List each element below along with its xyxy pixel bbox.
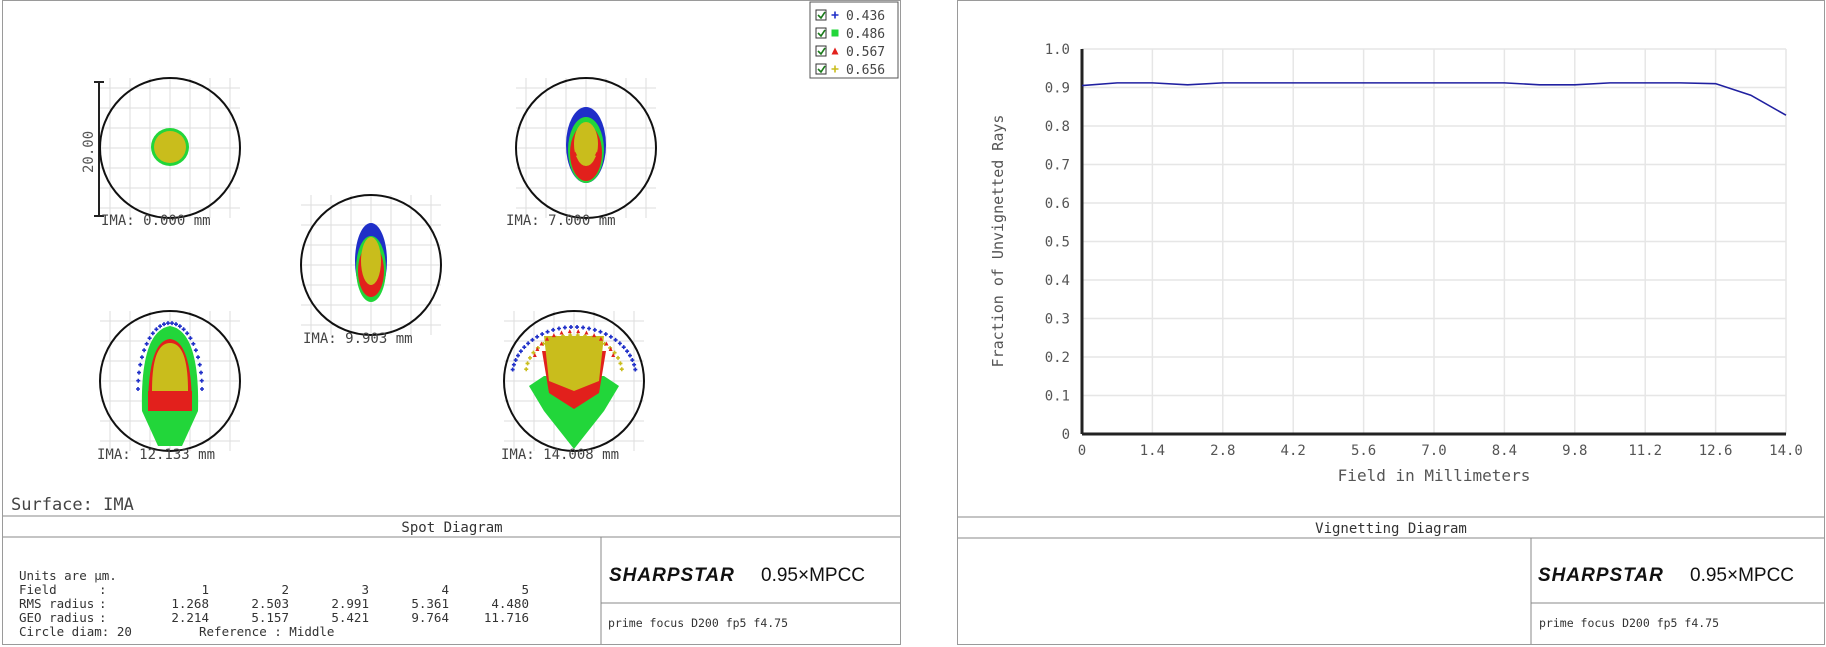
units-label: Units are µm. xyxy=(19,568,117,583)
spot-label: IMA: 7.000 mm xyxy=(506,213,616,229)
colon: : xyxy=(99,582,107,597)
legend-label: 0.436 xyxy=(846,9,885,24)
table-cell: 4 xyxy=(441,582,449,597)
table-cell: 2 xyxy=(281,582,289,597)
table-cell: 9.764 xyxy=(411,610,449,625)
spot-diagram-canvas: 0.436 0.486 0.567 0.656 20.00 IMA: 0.000 mm… xyxy=(3,1,900,644)
y-tick-label: 0.2 xyxy=(1045,350,1070,366)
check-icon xyxy=(817,47,826,56)
y-tick-label: 0.9 xyxy=(1045,81,1070,97)
colon: : xyxy=(99,610,107,625)
table-cell: 5.157 xyxy=(251,610,289,625)
table-cell: 3 xyxy=(361,582,369,597)
series-line xyxy=(1081,82,1787,116)
x-axis-label: Field in Millimeters xyxy=(1338,466,1531,485)
legend-item[interactable]: 0.567 xyxy=(815,45,885,60)
table-cell: 5.421 xyxy=(331,610,369,625)
table-cell: 2.991 xyxy=(331,596,369,611)
x-tick-label: 11.2 xyxy=(1628,443,1662,459)
surface-label: Surface: IMA xyxy=(11,495,134,515)
table-cell: 1 xyxy=(201,582,209,597)
legend-item[interactable]: 0.436 xyxy=(815,9,885,24)
x-tick-label: 14.0 xyxy=(1769,443,1803,459)
legend-checkbox[interactable] xyxy=(815,27,827,39)
table-cell: 4.480 xyxy=(491,596,529,611)
check-icon xyxy=(817,11,826,20)
design-note: prime focus D200 fp5 f4.75 xyxy=(1539,616,1719,630)
spot-5 xyxy=(503,310,645,452)
spot-diagram-panel: 0.436 0.486 0.567 0.656 20.00 IMA: 0.000 mm… xyxy=(2,0,901,645)
spot-diagram-title: Spot Diagram xyxy=(401,520,502,536)
spot-label: IMA: 0.000 mm xyxy=(101,213,211,229)
spot-label: IMA: 12.133 mm xyxy=(97,447,215,463)
x-tick-label: 0 xyxy=(1078,443,1086,459)
y-tick-label: 0.5 xyxy=(1045,235,1070,251)
table-cell: 5 xyxy=(521,582,529,597)
brand-product: 0.95×MPCC xyxy=(1690,565,1794,586)
y-tick-label: 0.1 xyxy=(1045,389,1070,405)
y-axis-label: Fraction of Unvignetted Rays xyxy=(989,115,1007,368)
y-tick-label: 1.0 xyxy=(1045,42,1070,58)
panel-gap xyxy=(903,0,955,647)
legend-label: 0.656 xyxy=(846,63,885,78)
circle-diam: Circle diam: 20 xyxy=(19,624,132,639)
chart-title: Vignetting Diagram xyxy=(1315,521,1467,537)
brand-product: 0.95×MPCC xyxy=(761,565,865,586)
y-tick-label: 0.7 xyxy=(1045,158,1070,174)
field-label: Field xyxy=(19,582,57,597)
spot-3 xyxy=(300,194,442,336)
x-tick-label: 4.2 xyxy=(1281,443,1306,459)
vignetting-chart: 0 1.4 2.8 4.2 5.6 7.0 8.4 9.8 11.2 12.6 14.0 0 0.1 0.… xyxy=(958,42,1824,644)
legend-label: 0.486 xyxy=(846,27,885,42)
colon: : xyxy=(99,596,107,611)
legend-checkbox[interactable] xyxy=(815,63,827,75)
brand-logo: SHARPSTAR 0.95×MPCC xyxy=(609,565,865,586)
brand-logo: SHARPSTAR 0.95×MPCC xyxy=(1538,565,1794,586)
y-tick-label: 0.6 xyxy=(1045,196,1070,212)
geo-label: GEO radius xyxy=(19,610,94,625)
x-tick-label: 8.4 xyxy=(1492,443,1517,459)
design-note: prime focus D200 fp5 f4.75 xyxy=(608,616,788,630)
table-cell: 2.503 xyxy=(251,596,289,611)
table-cell: 5.361 xyxy=(411,596,449,611)
check-icon xyxy=(817,65,826,74)
scale-label: 20.00 xyxy=(81,131,97,173)
reference-label: Reference : Middle xyxy=(199,624,334,639)
vignetting-diagram-panel: 0 1.4 2.8 4.2 5.6 7.0 8.4 9.8 11.2 12.6 14.0 0 0.1 0.… xyxy=(957,0,1825,645)
x-tick-label: 5.6 xyxy=(1351,443,1376,459)
y-tick-label: 0.4 xyxy=(1045,273,1070,289)
table-cell: 2.214 xyxy=(171,610,209,625)
table-cell: 1.268 xyxy=(171,596,209,611)
table-cell: 11.716 xyxy=(484,610,529,625)
y-tick-label: 0.3 xyxy=(1045,312,1070,328)
legend-checkbox[interactable] xyxy=(815,9,827,21)
y-tick-label: 0 xyxy=(1062,427,1070,443)
rms-label: RMS radius xyxy=(19,596,94,611)
legend-item[interactable]: 0.656 xyxy=(815,63,885,78)
legend-label: 0.567 xyxy=(846,45,885,60)
x-tick-label: 2.8 xyxy=(1210,443,1235,459)
spot-label: IMA: 14.008 mm xyxy=(501,447,619,463)
spot-1 xyxy=(99,77,241,219)
y-tick-label: 0.8 xyxy=(1045,119,1070,135)
legend-checkbox[interactable] xyxy=(815,45,827,57)
check-icon xyxy=(817,29,826,38)
brand-name: SHARPSTAR xyxy=(1538,565,1664,586)
x-tick-label: 7.0 xyxy=(1421,443,1446,459)
spot-2 xyxy=(515,77,657,219)
scale-bar: 20.00 xyxy=(81,81,104,217)
legend: 0.436 0.486 0.567 0.656 xyxy=(809,1,899,79)
spot-label: IMA: 9.903 mm xyxy=(303,331,413,347)
x-tick-label: 1.4 xyxy=(1140,443,1165,459)
x-tick-label: 9.8 xyxy=(1562,443,1587,459)
spot-4 xyxy=(99,310,241,452)
legend-item[interactable]: 0.486 xyxy=(815,27,885,42)
brand-name: SHARPSTAR xyxy=(609,565,735,586)
x-tick-label: 12.6 xyxy=(1699,443,1733,459)
